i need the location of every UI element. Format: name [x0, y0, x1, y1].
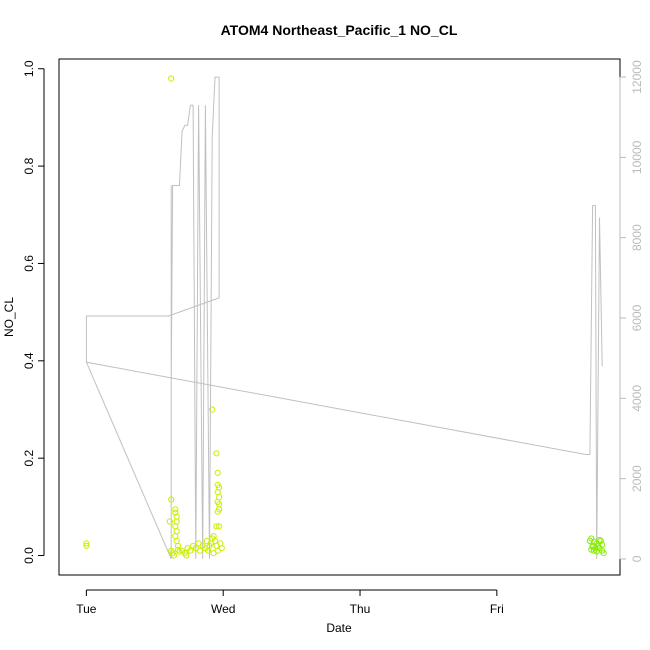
data-point: [176, 548, 183, 555]
y2-tick-label: 2000: [630, 465, 644, 492]
x-tick-label: Tue: [76, 602, 97, 616]
y-tick-label: 0.4: [22, 352, 36, 369]
data-point: [214, 469, 221, 476]
y-tick-label: 1.0: [22, 60, 36, 77]
data-point: [599, 541, 606, 548]
data-point: [214, 508, 221, 515]
data-point: [593, 548, 600, 555]
data-point: [209, 406, 216, 413]
data-point: [174, 542, 182, 549]
data-point: [218, 545, 225, 552]
data-point: [213, 523, 220, 530]
altitude-line-series: [85, 76, 603, 560]
y-tick-label: 0.2: [22, 450, 36, 467]
data-point: [600, 550, 607, 557]
y2-tick-label: 6000: [630, 304, 644, 331]
data-point: [589, 543, 596, 550]
data-point: [213, 450, 220, 457]
y2-tick-label: 10000: [630, 140, 644, 174]
data-point: [173, 537, 180, 545]
data-point: [168, 75, 175, 82]
data-point: [170, 552, 177, 559]
data-point: [83, 540, 90, 547]
x-tick-label: Thu: [350, 602, 371, 616]
data-point: [187, 547, 194, 554]
y-tick-label: 0.6: [22, 255, 36, 272]
x-axis: Tue Wed Thu Fri: [76, 589, 504, 616]
x-tick-label: Fri: [490, 602, 504, 616]
y2-tick-label: 12000: [630, 60, 644, 94]
y2-tick-label: 4000: [630, 385, 644, 412]
y-tick-label: 0.8: [22, 157, 36, 174]
data-point: [172, 509, 179, 516]
data-point: [196, 547, 203, 554]
data-point: [205, 547, 212, 554]
y2-axis: 0 2000 4000 6000 8000 10000 12000: [619, 60, 644, 562]
data-point: [172, 506, 179, 513]
data-point: [210, 550, 217, 557]
x-axis-label: Date: [326, 621, 352, 635]
x-tick-label: Wed: [211, 602, 235, 616]
data-point: [597, 537, 604, 545]
data-point: [173, 528, 180, 535]
data-point: [166, 518, 173, 525]
data-points: [83, 75, 607, 559]
y-axis-label: NO_CL: [2, 297, 16, 337]
data-point: [214, 489, 221, 496]
chart-title: ATOM4 Northeast_Pacific_1 NO_CL: [221, 22, 458, 38]
data-point: [83, 542, 90, 549]
y2-tick-label: 8000: [630, 224, 644, 251]
data-point: [168, 496, 175, 503]
data-point: [588, 546, 595, 553]
data-point: [172, 523, 179, 530]
data-point: [216, 523, 223, 530]
data-point: [216, 494, 223, 501]
data-point: [596, 536, 603, 544]
y-axis: 0.0 0.2 0.4 0.6 0.8 1.0: [22, 60, 45, 564]
altitude-line: [85, 76, 603, 560]
y-tick-label: 0.0: [22, 547, 36, 564]
plot-frame: [58, 58, 621, 576]
data-point: [183, 552, 190, 559]
y2-tick-label: 0: [630, 555, 644, 562]
